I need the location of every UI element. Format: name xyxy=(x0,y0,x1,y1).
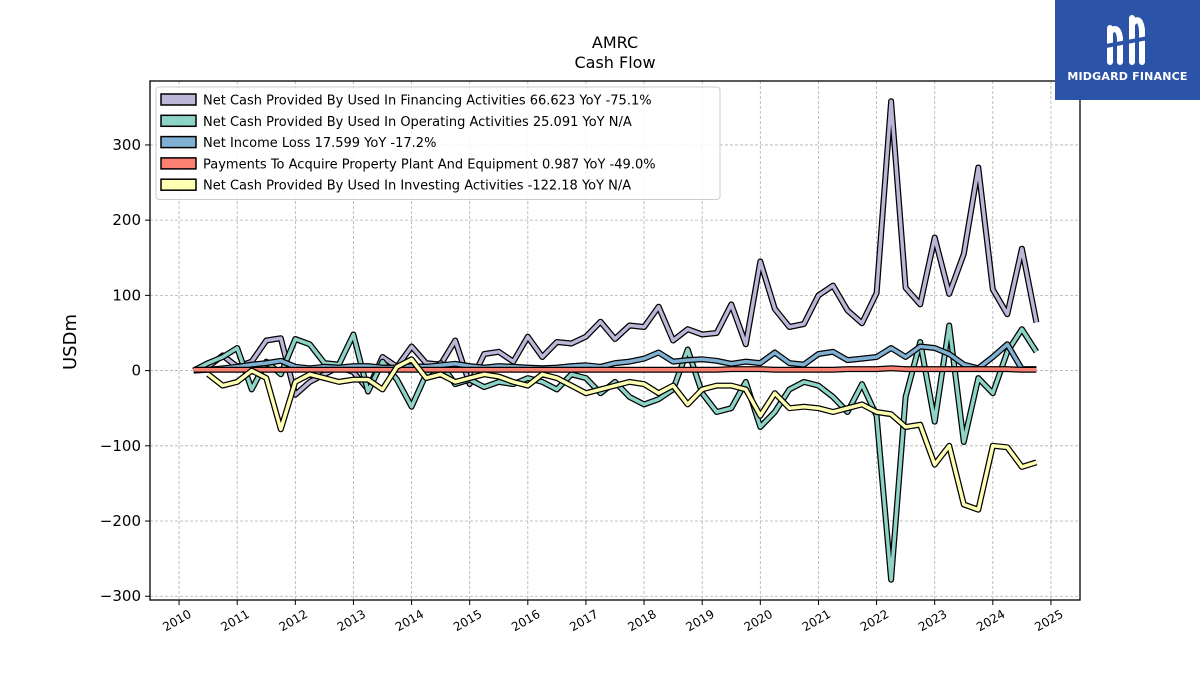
legend-swatch xyxy=(160,114,197,128)
x-tick-label: 2010 xyxy=(160,607,193,634)
series-line-1 xyxy=(192,322,1039,583)
x-tick-label: 2022 xyxy=(858,607,891,634)
series-stroke xyxy=(192,323,1038,582)
x-tick-label: 2011 xyxy=(218,607,251,634)
legend-swatch xyxy=(160,135,197,149)
legend-label: Net Income Loss 17.599 YoY -17.2% xyxy=(203,136,436,151)
legend: Net Cash Provided By Used In Financing A… xyxy=(155,86,721,200)
x-tick-label: 2024 xyxy=(974,607,1007,634)
series-stroke xyxy=(207,357,1037,512)
legend-label: Payments To Acquire Property Plant And E… xyxy=(203,157,656,172)
x-tick-label: 2014 xyxy=(393,607,426,634)
y-tick-label: 300 xyxy=(112,136,141,154)
y-tick-label: −200 xyxy=(100,512,141,530)
midgard-logo-icon xyxy=(1105,15,1149,65)
y-tick-label: 0 xyxy=(131,362,141,380)
axis-ticks: 2010 2011 2012 2013 2014 2015 2016 2017 2018 2019… xyxy=(100,136,1066,634)
y-tick-label: 200 xyxy=(112,211,141,229)
x-tick-label: 2013 xyxy=(335,607,368,634)
y-tick-label: −300 xyxy=(100,587,141,605)
series-line-3 xyxy=(193,365,1037,373)
x-tick-label: 2023 xyxy=(916,607,949,634)
x-tick-label: 2015 xyxy=(451,607,484,634)
legend-label: Net Cash Provided By Used In Operating A… xyxy=(203,115,632,130)
legend-swatch xyxy=(160,178,197,191)
legend-box xyxy=(155,86,721,200)
x-tick-label: 2021 xyxy=(800,607,833,634)
series-stroke xyxy=(193,366,1037,372)
plot-frame xyxy=(149,80,1081,601)
x-tick-label: 2017 xyxy=(567,607,600,634)
chart-title: AMRC xyxy=(592,33,638,52)
y-axis-label: USDm xyxy=(60,314,81,370)
y-tick-label: 100 xyxy=(112,286,141,304)
chart-subtitle: Cash Flow xyxy=(574,53,655,72)
x-tick-label: 2019 xyxy=(683,607,716,634)
x-tick-label: 2025 xyxy=(1032,607,1065,634)
legend-label: Net Cash Provided By Used In Investing A… xyxy=(203,179,631,194)
x-tick-label: 2018 xyxy=(625,607,658,634)
legend-swatch xyxy=(160,93,197,106)
legend-label: Net Cash Provided By Used In Financing A… xyxy=(203,94,652,109)
brand-logo: MIDGARD FINANCE xyxy=(1055,0,1200,100)
brand-name: MIDGARD FINANCE xyxy=(1067,70,1188,83)
x-tick-label: 2020 xyxy=(742,607,775,634)
y-tick-label: −100 xyxy=(100,437,141,455)
series-line-4 xyxy=(206,356,1038,513)
series-lines xyxy=(192,98,1040,583)
legend-swatch xyxy=(160,157,197,170)
x-tick-label: 2016 xyxy=(509,607,542,634)
x-tick-label: 2012 xyxy=(277,607,310,634)
